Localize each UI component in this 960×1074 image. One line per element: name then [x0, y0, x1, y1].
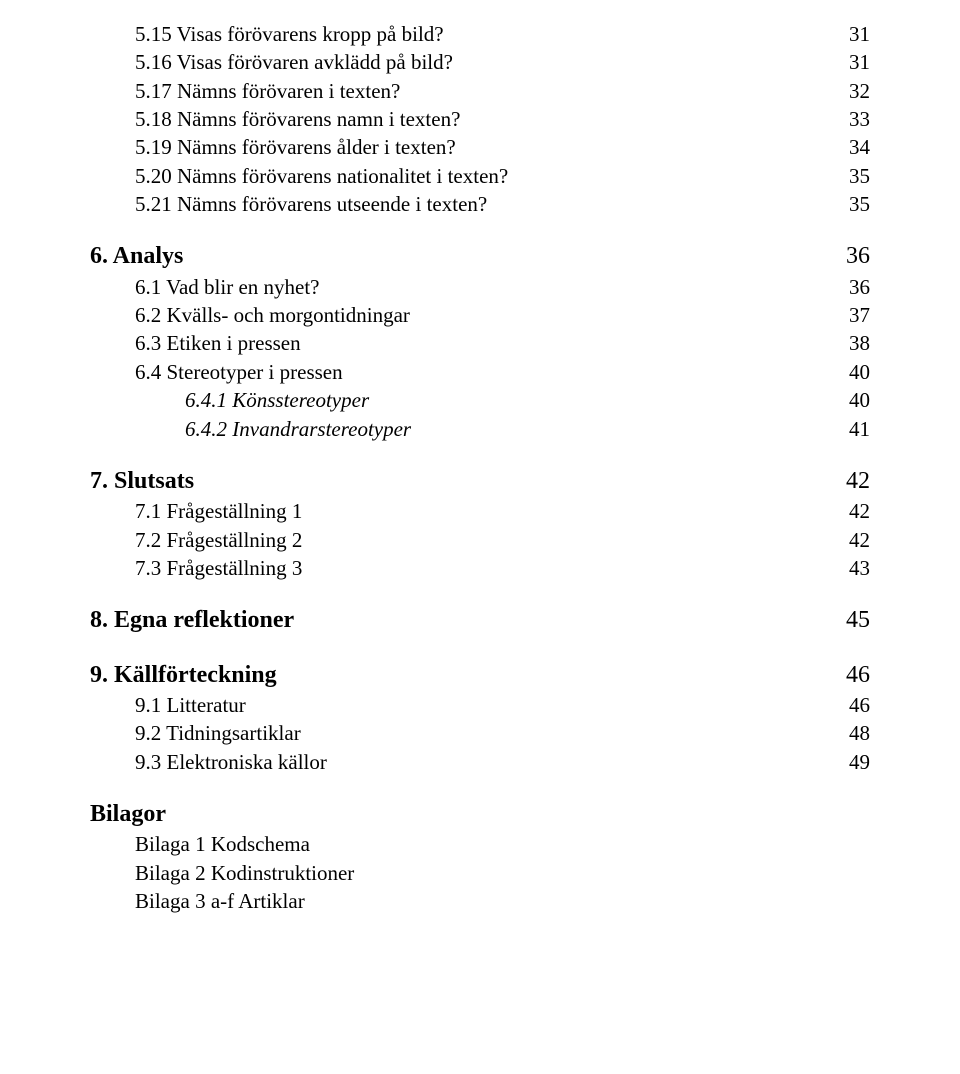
- toc-entry: 5.21 Nämns förövarens utseende i texten?…: [90, 190, 870, 218]
- toc-label: 5.17 Nämns förövaren i texten?: [135, 77, 400, 105]
- toc-label: 5.15 Visas förövarens kropp på bild?: [135, 20, 444, 48]
- toc-label: 6.4.1 Könsstereotyper: [185, 386, 369, 414]
- toc-label: 9.2 Tidningsartiklar: [135, 719, 301, 747]
- toc-entry: 5.18 Nämns förövarens namn i texten? 33: [90, 105, 870, 133]
- toc-entry: 6.1 Vad blir en nyhet? 36: [90, 273, 870, 301]
- toc-entry: 9.2 Tidningsartiklar 48: [90, 719, 870, 747]
- toc-label: 9.1 Litteratur: [135, 691, 246, 719]
- toc-label: 5.21 Nämns förövarens utseende i texten?: [135, 190, 487, 218]
- toc-label: 5.18 Nämns förövarens namn i texten?: [135, 105, 460, 133]
- toc-page-number: 49: [830, 748, 870, 776]
- toc-section-heading: 7. Slutsats 42: [90, 465, 870, 497]
- toc-page-number: 35: [830, 190, 870, 218]
- toc-label: 7.3 Frågeställning 3: [135, 554, 302, 582]
- toc-entry: 6.4 Stereotyper i pressen 40: [90, 358, 870, 386]
- toc-label: 9.3 Elektroniska källor: [135, 748, 327, 776]
- toc-entry: 7.3 Frågeställning 3 43: [90, 554, 870, 582]
- toc-entry: 5.20 Nämns förövarens nationalitet i tex…: [90, 162, 870, 190]
- toc-page-number: 36: [830, 273, 870, 301]
- toc-label: 6.2 Kvälls- och morgontidningar: [135, 301, 410, 329]
- toc-page-number: 46: [830, 691, 870, 719]
- toc-entry: Bilaga 3 a-f Artiklar: [90, 887, 870, 915]
- toc-label: Bilaga 2 Kodinstruktioner: [135, 861, 354, 885]
- toc-page-number: 36: [830, 240, 870, 272]
- toc-entry: 9.1 Litteratur 46: [90, 691, 870, 719]
- toc-section-heading: 6. Analys 36: [90, 240, 870, 272]
- toc-section-label: 7. Slutsats: [90, 465, 194, 497]
- toc-page-number: 45: [830, 604, 870, 636]
- toc-label: 5.19 Nämns förövarens ålder i texten?: [135, 133, 456, 161]
- toc-entry: Bilaga 1 Kodschema: [90, 830, 870, 858]
- toc-page: 5.15 Visas förövarens kropp på bild? 31 …: [0, 0, 960, 936]
- toc-entry: 9.3 Elektroniska källor 49: [90, 748, 870, 776]
- toc-label: 7.1 Frågeställning 1: [135, 497, 302, 525]
- toc-page-number: 35: [830, 162, 870, 190]
- toc-section-label: Bilagor: [90, 801, 166, 827]
- toc-label: 6.3 Etiken i pressen: [135, 329, 301, 357]
- toc-entry: 5.17 Nämns förövaren i texten? 32: [90, 77, 870, 105]
- toc-entry: 7.1 Frågeställning 1 42: [90, 497, 870, 525]
- toc-section-heading: Bilagor: [90, 798, 870, 830]
- toc-section-label: 6. Analys: [90, 240, 183, 272]
- toc-entry: 5.19 Nämns förövarens ålder i texten? 34: [90, 133, 870, 161]
- toc-section-heading: 8. Egna reflektioner 45: [90, 604, 870, 636]
- toc-page-number: 42: [830, 465, 870, 497]
- toc-entry: 6.4.2 Invandrarstereotyper 41: [90, 415, 870, 443]
- toc-label: 6.4.2 Invandrarstereotyper: [185, 415, 411, 443]
- toc-page-number: 43: [830, 554, 870, 582]
- toc-entry: 5.16 Visas förövaren avklädd på bild? 31: [90, 48, 870, 76]
- toc-page-number: 40: [830, 386, 870, 414]
- toc-page-number: 34: [830, 133, 870, 161]
- toc-label: Bilaga 3 a-f Artiklar: [135, 889, 305, 913]
- toc-entry: 6.3 Etiken i pressen 38: [90, 329, 870, 357]
- toc-label: 5.16 Visas förövaren avklädd på bild?: [135, 48, 453, 76]
- toc-page-number: 46: [830, 659, 870, 691]
- toc-label: Bilaga 1 Kodschema: [135, 832, 310, 856]
- toc-entry: Bilaga 2 Kodinstruktioner: [90, 859, 870, 887]
- toc-page-number: 40: [830, 358, 870, 386]
- toc-entry: 7.2 Frågeställning 2 42: [90, 526, 870, 554]
- toc-label: 6.4 Stereotyper i pressen: [135, 358, 343, 386]
- toc-page-number: 41: [830, 415, 870, 443]
- toc-page-number: 42: [830, 497, 870, 525]
- toc-page-number: 31: [830, 48, 870, 76]
- toc-label: 5.20 Nämns förövarens nationalitet i tex…: [135, 162, 508, 190]
- toc-page-number: 37: [830, 301, 870, 329]
- toc-page-number: 48: [830, 719, 870, 747]
- toc-label: 7.2 Frågeställning 2: [135, 526, 302, 554]
- toc-page-number: 42: [830, 526, 870, 554]
- toc-page-number: 33: [830, 105, 870, 133]
- toc-entry: 6.4.1 Könsstereotyper 40: [90, 386, 870, 414]
- toc-page-number: 38: [830, 329, 870, 357]
- toc-page-number: 32: [830, 77, 870, 105]
- toc-page-number: 31: [830, 20, 870, 48]
- toc-entry: 5.15 Visas förövarens kropp på bild? 31: [90, 20, 870, 48]
- toc-section-heading: 9. Källförteckning 46: [90, 659, 870, 691]
- toc-section-label: 8. Egna reflektioner: [90, 604, 294, 636]
- toc-section-label: 9. Källförteckning: [90, 659, 277, 691]
- toc-label: 6.1 Vad blir en nyhet?: [135, 273, 320, 301]
- toc-entry: 6.2 Kvälls- och morgontidningar 37: [90, 301, 870, 329]
